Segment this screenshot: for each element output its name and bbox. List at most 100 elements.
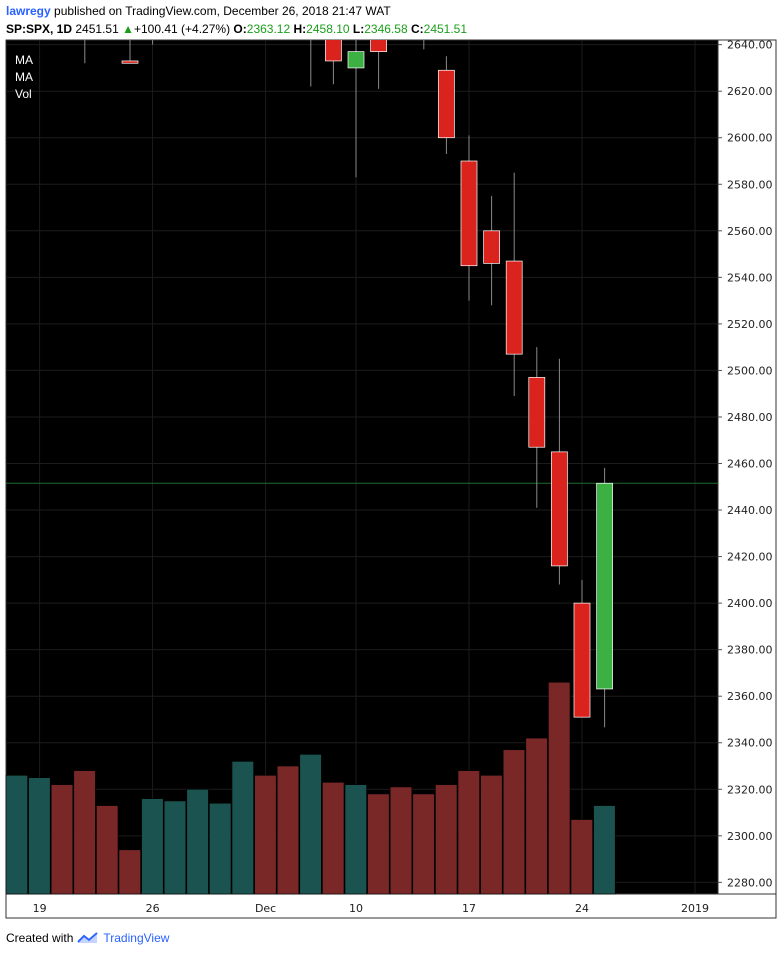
y-tick-label: 2460.00 — [727, 458, 773, 471]
volume-bar — [276, 765, 300, 895]
y-tick-label: 2400.00 — [727, 597, 773, 610]
volume-bar — [73, 770, 96, 895]
volume-bar — [254, 775, 277, 895]
chart-frame — [5, 39, 777, 919]
volume-bar — [28, 777, 51, 895]
y-tick-label: 2600.00 — [727, 132, 773, 145]
x-tick-label: 26 — [146, 902, 160, 915]
ohlc-header: SP:SPX, 1D 2451.51 ▲+100.41 (+4.27%) O:2… — [6, 22, 467, 36]
y-tick-label: 2340.00 — [727, 737, 773, 750]
published-text: published on TradingView.com, December 2… — [54, 4, 391, 18]
candle-body — [325, 40, 342, 62]
candles — [77, 0, 613, 728]
y-tick-label: 2560.00 — [727, 225, 773, 238]
volume-bar — [502, 749, 526, 895]
x-tick-label: Dec — [255, 902, 276, 915]
tradingview-logo-icon — [77, 932, 99, 943]
y-tick-label: 2620.00 — [727, 85, 773, 98]
volume-bar — [209, 802, 232, 895]
y-tick-label: 2300.00 — [727, 830, 773, 843]
up-arrow-icon: ▲ — [122, 22, 134, 36]
candle-body — [438, 69, 455, 139]
y-tick-label: 2580.00 — [727, 178, 773, 191]
x-tick-label: 17 — [462, 902, 476, 915]
open-value: 2363.12 — [246, 22, 291, 36]
volume-bar — [231, 761, 254, 895]
y-axis-ticks: 2640.00 2620.00 2600.00 2580.00 2560.00 2540.… — [718, 39, 773, 889]
volume-bar — [593, 805, 616, 895]
y-tick-label: 2360.00 — [727, 690, 773, 703]
volume-bars — [5, 681, 616, 895]
candle-body — [483, 230, 500, 264]
open-label: O: — [233, 22, 247, 36]
volume-bar — [299, 754, 322, 895]
candle-body — [347, 51, 365, 69]
x-tick-label: 10 — [349, 902, 363, 915]
tradingview-brand[interactable]: TradingView — [103, 931, 170, 945]
volume-bar — [389, 786, 413, 895]
time-axis[interactable] — [6, 894, 718, 918]
created-with-text: Created with — [6, 931, 74, 945]
volume-bar — [163, 800, 187, 895]
volume-bar — [412, 793, 435, 895]
volume-bar — [570, 819, 593, 895]
x-tick-label: 19 — [33, 902, 47, 915]
legend-ma-2: MA — [15, 70, 33, 84]
volume-bar — [5, 775, 28, 895]
y-tick-label: 2540.00 — [727, 271, 773, 284]
last-price: 2451.51 — [75, 22, 119, 36]
candle-body — [77, 21, 93, 26]
y-tick-label: 2520.00 — [727, 318, 773, 331]
x-tick-label: 24 — [575, 902, 589, 915]
candle-body — [505, 260, 523, 355]
volume-bar — [141, 798, 164, 895]
volume-bar — [118, 849, 141, 895]
y-tick-label: 2640.00 — [727, 39, 773, 52]
y-tick-label: 2280.00 — [727, 876, 773, 889]
indicator-legend: MA MA Vol — [15, 53, 33, 101]
symbol-label: SP:SPX, 1D — [6, 22, 73, 36]
candle-body — [416, 21, 432, 23]
volume-bar — [457, 770, 480, 895]
y-tick-label: 2380.00 — [727, 644, 773, 657]
high-label: H: — [293, 22, 307, 36]
candle-body — [145, 21, 161, 26]
volume-bar — [480, 775, 503, 895]
volume-bar — [548, 681, 571, 895]
x-tick-label: 2019 — [681, 902, 709, 915]
volume-bar — [435, 784, 458, 895]
y-tick-label: 2480.00 — [727, 411, 773, 424]
candle-body — [370, 40, 387, 52]
low-label: L: — [352, 22, 365, 36]
y-tick-label: 2500.00 — [727, 364, 773, 377]
legend-ma-1: MA — [15, 53, 33, 67]
candle-body — [528, 377, 546, 448]
plot-area[interactable] — [6, 40, 718, 894]
candle-body — [303, 0, 319, 21]
volume-bar — [344, 784, 367, 895]
candle-body — [596, 482, 613, 690]
y-tick-label: 2440.00 — [727, 504, 773, 517]
price-axis[interactable] — [718, 40, 776, 894]
candlestick-chart[interactable]: 2640.00 2620.00 2600.00 2580.00 2560.00 2540.… — [0, 0, 782, 920]
low-value: 2346.58 — [364, 22, 408, 36]
candle-body — [460, 160, 478, 267]
y-tick-label: 2420.00 — [727, 551, 773, 564]
y-tick-label: 2320.00 — [727, 783, 773, 796]
footer: Created with TradingView — [6, 931, 169, 945]
volume-bar — [186, 788, 209, 895]
volume-bar — [367, 793, 390, 895]
volume-bar — [96, 805, 119, 895]
volume-bar — [50, 784, 74, 895]
candle-body — [551, 451, 568, 567]
volume-bar — [525, 737, 548, 895]
price-change: +100.41 (+4.27%) — [134, 22, 231, 36]
close-value: 2451.51 — [423, 22, 468, 36]
close-label: C: — [410, 22, 424, 36]
publish-info: lawregy published on TradingView.com, De… — [6, 4, 391, 18]
candle-body — [573, 602, 591, 718]
high-value: 2458.10 — [306, 22, 350, 36]
candle-body — [121, 60, 139, 64]
legend-vol: Vol — [15, 87, 32, 101]
author-name[interactable]: lawregy — [6, 4, 51, 18]
